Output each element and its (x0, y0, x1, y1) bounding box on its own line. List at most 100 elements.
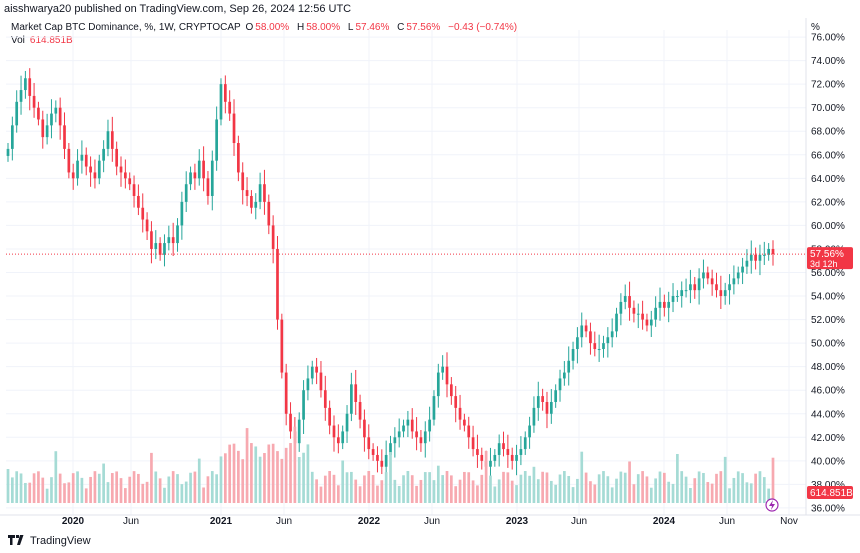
volume-bar (154, 471, 158, 503)
volume-bar (593, 484, 597, 503)
volume-bar (523, 471, 527, 503)
brand-name: TradingView (30, 535, 91, 547)
candle-body (19, 90, 23, 102)
volume-bar (476, 485, 479, 503)
volume-bar (450, 475, 453, 503)
volume-tag-value: 614.851B (810, 488, 853, 499)
candle-body (184, 184, 188, 202)
candle-body (6, 148, 10, 156)
volume-bar (350, 471, 353, 503)
candle-body (497, 443, 501, 455)
candle-body (628, 296, 631, 308)
candle-body (171, 237, 175, 244)
volume-label: Vol (11, 35, 25, 46)
candle-body (271, 225, 275, 249)
candle-body (93, 172, 97, 179)
published-line: aisshwarya20 published on TradingView.co… (4, 3, 352, 15)
candle-body (263, 184, 266, 202)
candle-body (593, 343, 597, 350)
candle-body (219, 84, 223, 120)
candle-body (315, 366, 318, 373)
candle-body (480, 454, 484, 461)
volume-bar (297, 457, 301, 503)
volume-bar (267, 444, 271, 503)
x-tick-label: 2020 (62, 516, 85, 527)
y-tick-label: 36.00% (811, 503, 845, 514)
volume-bar (293, 426, 297, 503)
volume-bar (697, 471, 701, 503)
candle-body (363, 419, 366, 438)
volume-tag (807, 486, 853, 499)
candle-body (684, 290, 688, 292)
y-tick-label: 64.00% (811, 174, 845, 185)
candle-body (397, 431, 401, 438)
candle-body (358, 401, 362, 420)
candle-body (341, 431, 345, 444)
bar-countdown: 3d 12h (810, 259, 838, 269)
x-tick-label: Jun (276, 516, 292, 527)
y-tick-label: 68.00% (811, 127, 845, 138)
candle-body (276, 248, 279, 320)
candle-body (280, 319, 284, 373)
tradingview-logo-icon (8, 535, 24, 545)
candle-body (563, 372, 566, 379)
candle-body (567, 360, 571, 373)
candle-body (623, 296, 627, 302)
candle-body (619, 301, 623, 314)
high-label: H (296, 22, 305, 33)
candle-body (267, 201, 271, 226)
candle-body (645, 319, 649, 326)
candle-body (297, 419, 301, 444)
candle-body (193, 172, 197, 179)
volume-bar (432, 480, 436, 503)
candle-body (502, 443, 505, 450)
volume-bar (519, 474, 523, 503)
candle-body (115, 148, 119, 167)
volume-bar (532, 466, 536, 503)
candle-body (415, 431, 418, 438)
volume-bar (258, 456, 262, 503)
y-tick-label: 76.00% (811, 33, 845, 44)
volume-bar (741, 473, 744, 503)
y-tick-label: 56.00% (811, 268, 845, 279)
candle-body (345, 413, 349, 432)
candle-body (258, 184, 262, 202)
candle-body (223, 84, 227, 102)
candle-body (332, 425, 336, 438)
volume-bar (284, 447, 288, 503)
volume-bar (545, 472, 549, 503)
volume-bar (158, 478, 162, 503)
candle-body (137, 195, 140, 208)
volume-bar (150, 452, 153, 503)
volume-bar (241, 459, 245, 503)
volume-bar (371, 475, 375, 503)
candle-body (445, 366, 449, 385)
y-tick-label: 40.00% (811, 456, 845, 467)
volume-bar (602, 471, 605, 503)
candle-body (124, 172, 127, 179)
candle-body (589, 331, 592, 344)
volume-bar (106, 482, 110, 503)
candle-body (384, 454, 388, 467)
volume-bar (328, 471, 331, 503)
volume-bar (706, 482, 710, 503)
candle-body (450, 384, 453, 397)
candle-body (702, 272, 705, 279)
x-tick-label: Jun (123, 516, 139, 527)
candle-body (28, 78, 32, 96)
x-tick-label: Jun (571, 516, 587, 527)
volume-bar (45, 488, 49, 503)
volume-bar (276, 451, 279, 503)
candle-body (476, 449, 479, 455)
candle-body (376, 454, 379, 461)
volume-bar (102, 463, 105, 503)
volume-bar (463, 471, 466, 503)
volume-bar (658, 471, 662, 503)
lightning-bolt-icon (769, 500, 775, 510)
volume-bar (676, 453, 679, 503)
volume-bar (710, 483, 714, 503)
candle-body (145, 219, 149, 232)
candle-body (754, 254, 757, 261)
volume-bar (680, 471, 684, 503)
